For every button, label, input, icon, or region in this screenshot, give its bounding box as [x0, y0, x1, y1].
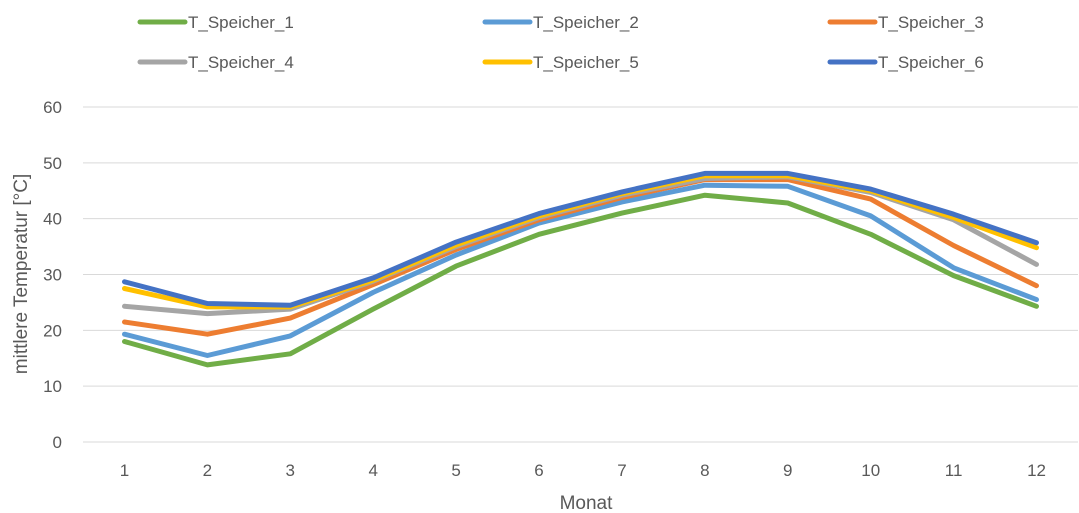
x-tick-label: 10: [861, 461, 880, 480]
y-tick-label: 50: [43, 154, 62, 173]
x-axis-ticks: 1 2 3 4 5 6 7 8 9 10 11 12: [120, 461, 1046, 480]
y-tick-label: 30: [43, 266, 62, 285]
x-axis-title: Monat: [560, 493, 614, 513]
legend-item-2: T_Speicher_2: [482, 13, 639, 32]
x-tick-label: 3: [286, 461, 295, 480]
series-line-1: [122, 192, 1039, 368]
series-line-6: [122, 170, 1039, 308]
legend-item-5: T_Speicher_5: [482, 53, 639, 72]
x-tick-label: 2: [203, 461, 212, 480]
x-tick-label: 5: [451, 461, 460, 480]
legend-label: T_Speicher_4: [188, 53, 294, 72]
x-tick-label: 11: [945, 461, 963, 480]
gridlines: [83, 106, 1078, 443]
y-tick-label: 60: [43, 98, 62, 117]
y-tick-label: 0: [53, 433, 62, 452]
legend-label: T_Speicher_3: [878, 13, 984, 32]
y-axis-ticks: 0 10 20 30 40 50 60: [43, 98, 62, 452]
x-tick-label: 4: [368, 461, 377, 480]
legend: T_Speicher_1 T_Speicher_2 T_Speicher_3 T_Sp…: [137, 13, 984, 72]
legend-item-4: T_Speicher_4: [137, 53, 294, 72]
legend-item-6: T_Speicher_6: [827, 53, 984, 72]
series-lines: [122, 170, 1039, 368]
y-tick-label: 20: [43, 321, 62, 340]
x-tick-label: 8: [700, 461, 709, 480]
x-tick-label: 7: [617, 461, 626, 480]
x-tick-label: 1: [120, 461, 129, 480]
x-tick-label: 9: [783, 461, 792, 480]
y-tick-label: 40: [43, 210, 62, 229]
series-line-2: [122, 182, 1039, 358]
legend-label: T_Speicher_1: [188, 13, 294, 32]
legend-item-3: T_Speicher_3: [827, 13, 984, 32]
legend-label: T_Speicher_2: [533, 13, 639, 32]
legend-item-1: T_Speicher_1: [137, 13, 294, 32]
x-tick-label: 6: [534, 461, 543, 480]
legend-label: T_Speicher_6: [878, 53, 984, 72]
y-tick-label: 10: [43, 377, 62, 396]
legend-label: T_Speicher_5: [533, 53, 639, 72]
x-tick-label: 12: [1027, 461, 1046, 480]
y-axis-title: mittlere Temperatur [°C]: [11, 174, 32, 374]
